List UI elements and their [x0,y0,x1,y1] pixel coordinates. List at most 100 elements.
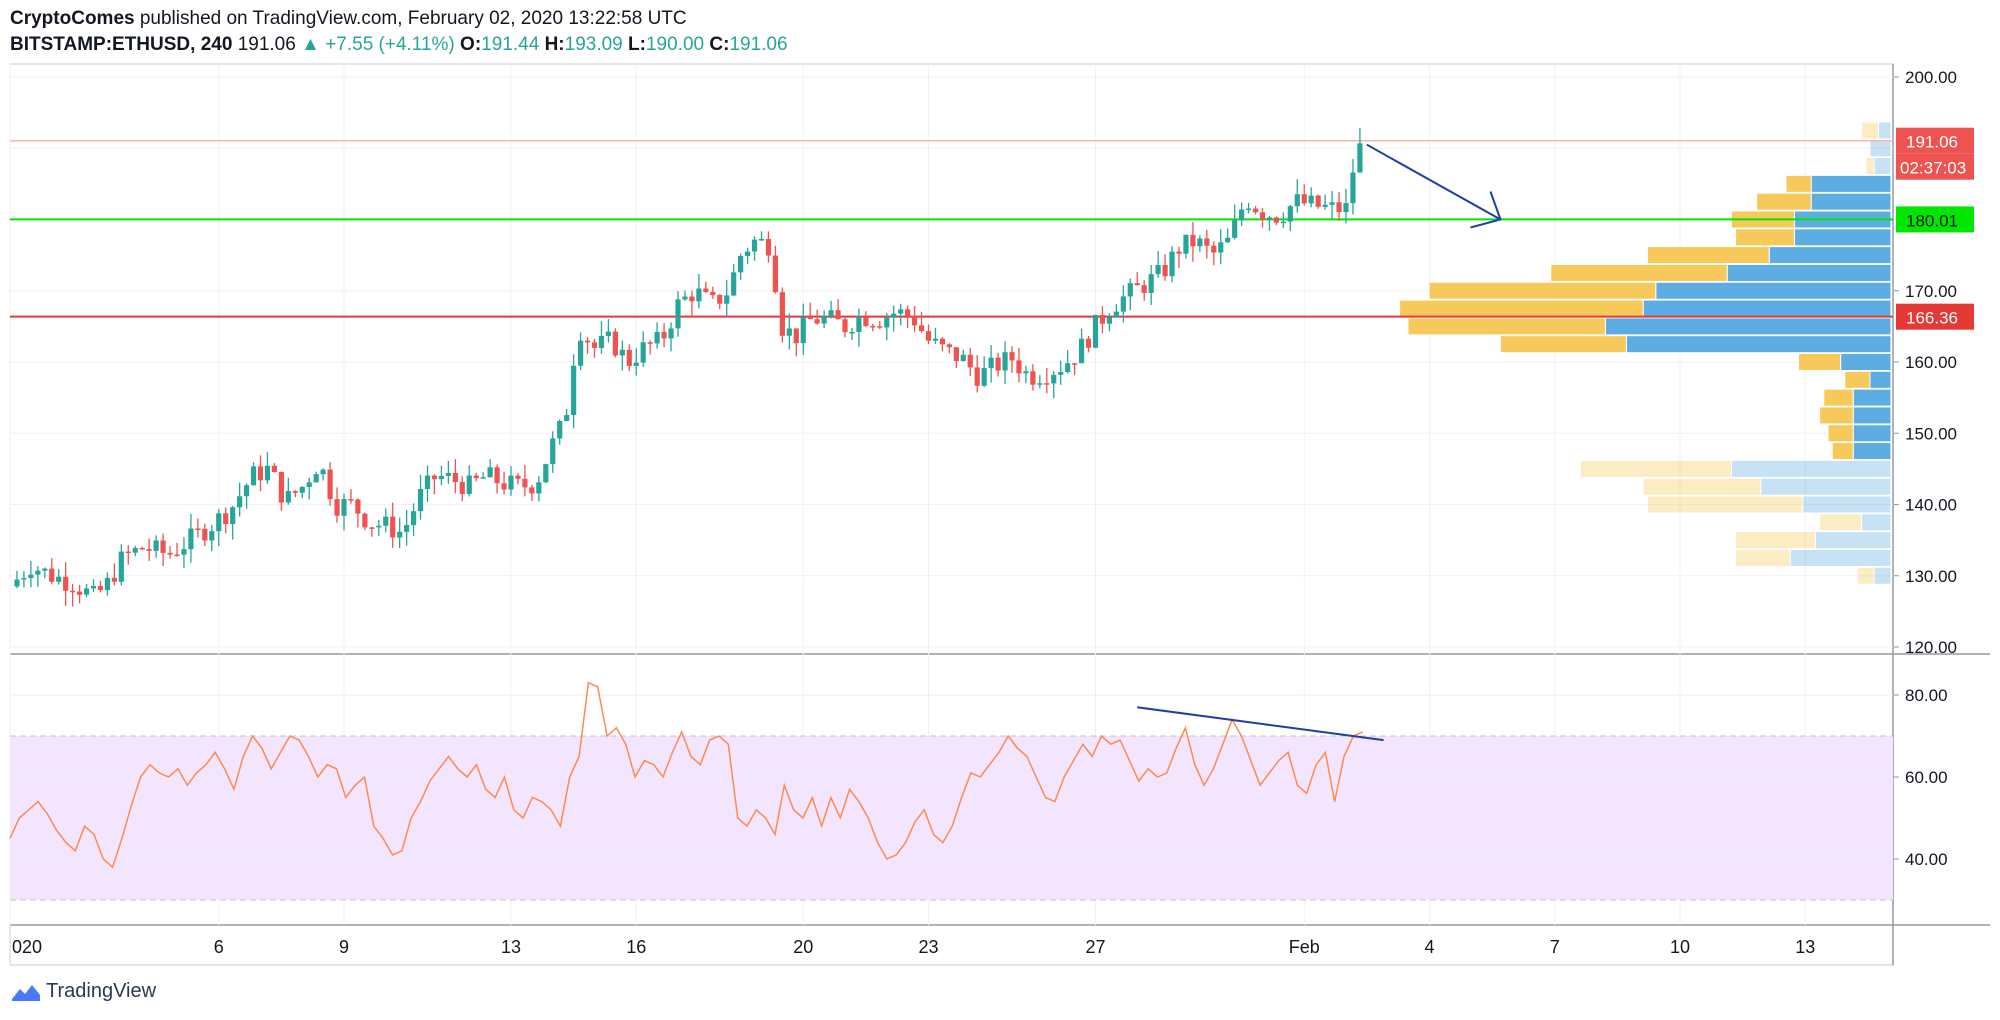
candle-body [445,472,451,476]
candle-body [42,568,48,571]
candle-body [995,357,1001,371]
volume-profile-buy-bar [1861,513,1892,532]
candle-body [383,516,389,526]
rsi-y-tick-label: 60.00 [1905,768,1948,787]
resistance-price-tag [1896,303,1974,330]
candle-body [1044,383,1050,385]
candle-body [1232,220,1238,238]
x-tick-label: 23 [918,937,938,957]
candle-body [285,491,291,503]
candle-body [724,295,730,304]
candle-body [682,296,688,300]
candle-body [70,590,76,593]
candle-body [1141,285,1147,293]
volume-profile-sell-bar [1399,299,1644,318]
candle-body [779,292,785,336]
last-price: 191.06 [237,34,296,55]
candle-body [1329,202,1335,205]
rsi-y-tick-label: 80.00 [1905,686,1948,705]
x-tick-label: 10 [1670,937,1690,957]
volume-profile-sell-bar [1499,335,1627,354]
candle-body [404,525,410,532]
candle-body [800,316,806,344]
close-value: 191.06 [729,34,788,55]
candle-body [696,288,702,302]
volume-profile-sell-bar [1642,477,1762,496]
candle-body [327,469,333,500]
volume-profile-sell-bar [1407,317,1606,336]
volume-profile-buy-bar [1814,531,1892,550]
candle-body [1023,371,1029,374]
candle-body [1322,204,1328,207]
up-triangle-icon: ▲ [301,34,320,55]
candle-body [675,299,681,329]
candle-body [550,438,556,465]
candle-body [14,579,20,587]
candle-body [237,496,243,508]
candle-body [63,576,69,591]
candle-body [417,489,424,512]
candle-body [557,420,563,439]
candle-body [1315,195,1321,207]
low-label: L: [628,34,646,55]
candle-body [1065,363,1071,373]
candle-body [90,586,97,589]
volume-profile-sell-bar [1428,281,1657,300]
candle-body [160,540,166,553]
x-tick-label: 4 [1424,937,1434,957]
candle-body [668,328,674,339]
tradingview-logo-icon [12,984,40,1001]
x-tick-label: 13 [501,937,521,957]
candle-body [1190,234,1196,247]
candle-body [320,469,326,475]
tradingview-brand: TradingView [46,980,157,1002]
publisher-name[interactable]: CryptoComes [10,8,135,29]
open-label: O: [460,34,482,55]
candle-body [612,331,618,356]
symbol-label[interactable]: BITSTAMP:ETHUSD, 240 [10,34,233,55]
x-tick-label: Feb [1289,937,1320,957]
tradingview-logo[interactable]: TradingView [12,980,156,1003]
candle-body [355,499,361,514]
volume-profile-sell-bar [1756,192,1812,211]
candle-body [1218,242,1224,253]
x-tick-label: 020 [12,937,42,957]
candle-body [988,357,994,369]
countdown-label: 02:37:03 [1900,159,1966,178]
candle-body [397,531,403,538]
candle-body [1266,217,1273,220]
candle-body [1239,209,1245,221]
candle-body [202,528,208,541]
y-tick-label: 170.00 [1905,282,1957,301]
volume-profile-buy-bar [1730,459,1892,478]
volume-profile-buy-bar [1877,121,1892,140]
candle-body [758,238,765,241]
candle-body [939,338,946,345]
y-tick-label: 140.00 [1905,496,1957,515]
candle-body [1051,374,1057,384]
volume-profile-buy-bar [1852,424,1892,443]
volume-profile-sell-bar [1831,442,1854,461]
candle-body [772,255,779,293]
candle-body [257,466,264,481]
candle-body [835,310,841,320]
published-text: published on TradingView.com, February 0… [139,8,687,29]
candle-body [821,316,827,324]
candle-body [348,499,354,501]
volume-profile-sell-bar [1856,566,1875,585]
candle-body [1176,251,1182,254]
volume-profile-buy-bar [1873,157,1892,176]
volume-profile-buy-bar [1760,477,1892,496]
candle-body [501,483,507,490]
candle-body [494,467,500,484]
candle-body [28,574,34,579]
volume-profile-sell-bar [1550,263,1728,282]
volume-profile-buy-bar [1852,406,1892,425]
candle-body [83,588,90,595]
last-price-label: 191.06 [1906,133,1958,152]
candle-body [1120,296,1126,312]
candle-body [710,291,716,295]
candle-body [1009,352,1015,361]
high-value: 193.09 [564,34,623,55]
